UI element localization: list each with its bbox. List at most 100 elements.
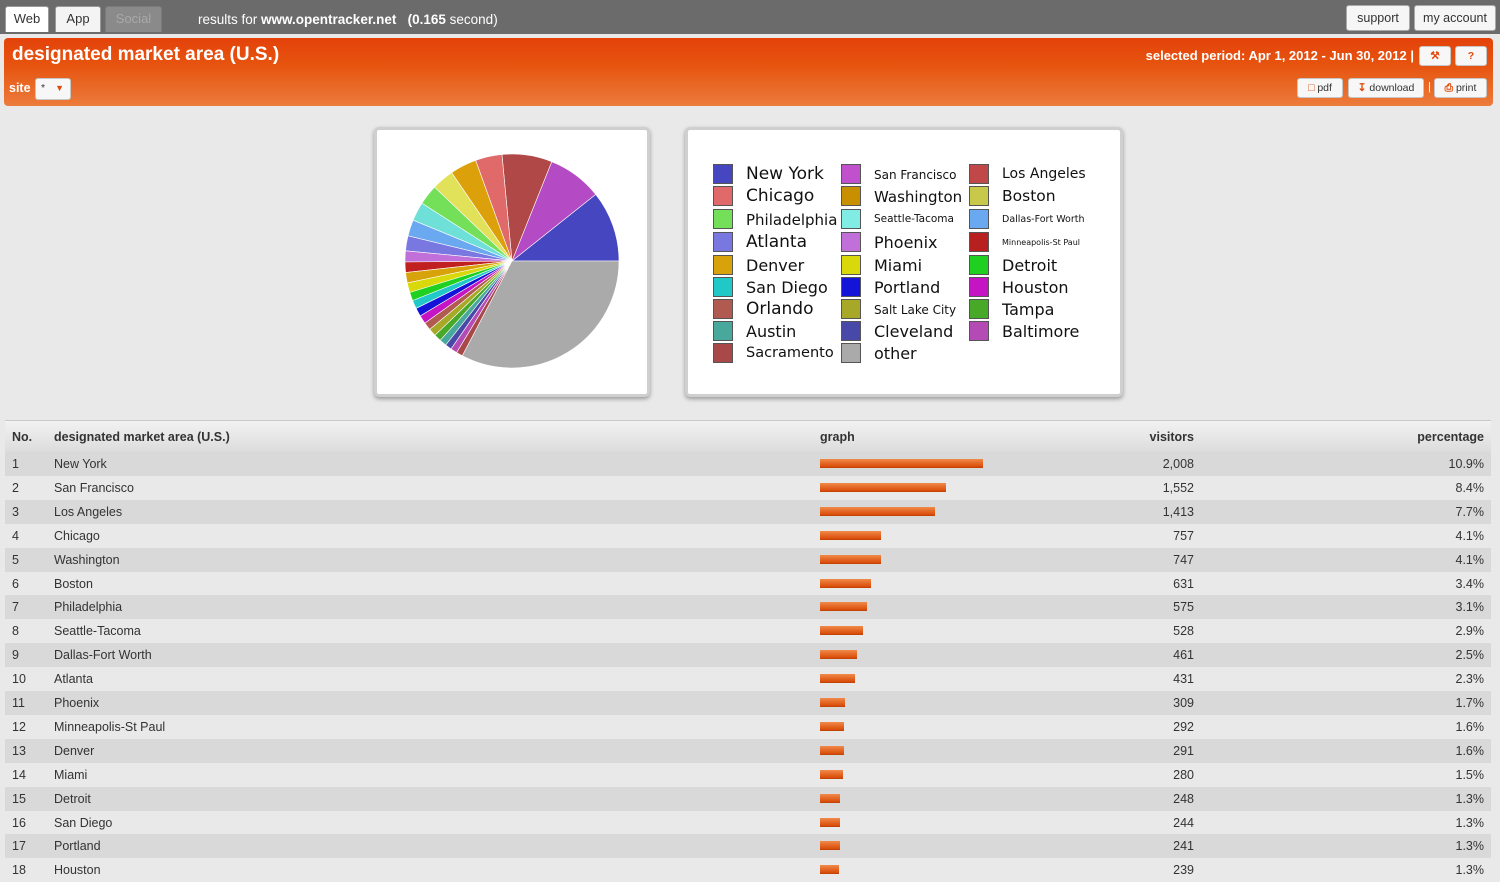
table-row[interactable]: 4 Chicago 757 4.1% bbox=[5, 523, 1491, 548]
help-button[interactable]: ? bbox=[1455, 46, 1487, 66]
row-visitors: 309 bbox=[1173, 696, 1194, 710]
row-visitors: 244 bbox=[1173, 815, 1194, 830]
legend-swatch-tampa bbox=[969, 299, 989, 319]
legend-swatch-atlanta bbox=[713, 232, 733, 252]
table-row[interactable]: 3 Los Angeles 1,413 7.7% bbox=[5, 499, 1491, 524]
site-label: site bbox=[9, 81, 31, 95]
row-number: 3 bbox=[12, 504, 19, 519]
legend-swatch-denver bbox=[713, 255, 733, 275]
legend-swatch-chicago bbox=[713, 186, 733, 206]
legend-label-austin: Austin bbox=[746, 322, 797, 342]
row-visitors: 528 bbox=[1173, 624, 1194, 639]
pie-chart-card bbox=[374, 127, 650, 397]
row-percentage: 1.6% bbox=[1455, 719, 1485, 734]
table-row[interactable]: 8 Seattle-Tacoma 528 2.9% bbox=[5, 619, 1491, 644]
table-header: No. designated market area (U.S.) graph … bbox=[5, 420, 1491, 453]
table-row[interactable]: 10 Atlanta 431 2.3% bbox=[5, 667, 1491, 692]
row-number: 9 bbox=[12, 648, 19, 663]
legend-swatch-boston bbox=[969, 186, 989, 206]
table-row[interactable]: 17 Portland 241 1.3% bbox=[5, 834, 1491, 859]
row-number: 2 bbox=[12, 480, 19, 495]
row-graph-bar bbox=[820, 626, 863, 636]
legend-label-houston: Houston bbox=[1002, 278, 1069, 298]
row-area: San Francisco bbox=[54, 480, 134, 495]
row-visitors: 239 bbox=[1173, 863, 1194, 878]
table-row[interactable]: 13 Denver 291 1.6% bbox=[5, 738, 1491, 763]
results-prefix: results for bbox=[198, 12, 258, 27]
table-row[interactable]: 12 Minneapolis-St Paul 292 1.6% bbox=[5, 714, 1491, 739]
table-row[interactable]: 2 San Francisco 1,552 8.4% bbox=[5, 475, 1491, 500]
results-time: (0.165 bbox=[407, 12, 446, 27]
tab-app[interactable]: App bbox=[55, 6, 101, 32]
table-row[interactable]: 5 Washington 747 4.1% bbox=[5, 547, 1491, 572]
row-number: 16 bbox=[12, 815, 26, 830]
legend-swatch-philadelphia bbox=[713, 209, 733, 229]
legend-swatch-washington bbox=[841, 186, 861, 206]
table-row[interactable]: 6 Boston 631 3.4% bbox=[5, 571, 1491, 596]
row-area: New York bbox=[54, 457, 107, 471]
row-area: Atlanta bbox=[54, 672, 93, 687]
row-number: 10 bbox=[12, 672, 26, 687]
row-visitors: 1,413 bbox=[1162, 504, 1194, 519]
results-time-suffix: second) bbox=[449, 12, 498, 27]
legend-label-orlando: Orlando bbox=[746, 299, 814, 320]
legend-swatch-san-diego bbox=[713, 277, 733, 297]
legend-label-san-francisco: San Francisco bbox=[874, 167, 957, 182]
table-row[interactable]: 9 Dallas-Fort Worth 461 2.5% bbox=[5, 643, 1491, 668]
selected-period: selected period: Apr 1, 2012 - Jun 30, 2… bbox=[1146, 48, 1414, 63]
legend-label-boston: Boston bbox=[1002, 187, 1056, 206]
row-percentage: 2.3% bbox=[1455, 672, 1485, 687]
pie-chart bbox=[404, 153, 620, 369]
row-graph-bar bbox=[820, 769, 843, 779]
top-bar: Web App Social results for www.opentrack… bbox=[0, 0, 1500, 34]
legend-swatch-baltimore bbox=[969, 321, 989, 341]
legend-label-miami: Miami bbox=[874, 256, 923, 276]
row-number: 12 bbox=[12, 719, 26, 734]
row-area: San Diego bbox=[54, 815, 113, 830]
table-row[interactable]: 1 New York 2,008 10.9% bbox=[5, 452, 1491, 476]
row-graph-bar bbox=[820, 793, 840, 803]
legend-label-minneapolis-st-paul: Minneapolis-St Paul bbox=[1002, 238, 1080, 248]
download-button[interactable]: ↧ download bbox=[1348, 78, 1424, 98]
row-percentage: 3.4% bbox=[1455, 576, 1485, 591]
row-visitors: 291 bbox=[1173, 743, 1194, 758]
wrench-icon: ⚒ bbox=[1430, 50, 1440, 62]
page-title: designated market area (U.S.) bbox=[12, 44, 280, 65]
row-percentage: 2.5% bbox=[1455, 648, 1485, 663]
print-button[interactable]: ⎙ print bbox=[1434, 78, 1487, 98]
table-row[interactable]: 15 Detroit 248 1.3% bbox=[5, 786, 1491, 811]
table-row[interactable]: 14 Miami 280 1.5% bbox=[5, 762, 1491, 787]
my-account-button[interactable]: my account bbox=[1414, 5, 1496, 31]
legend-label-chicago: Chicago bbox=[746, 186, 815, 207]
row-area: Boston bbox=[54, 576, 93, 591]
row-graph-bar bbox=[820, 506, 935, 516]
row-percentage: 8.4% bbox=[1455, 480, 1485, 495]
table-row[interactable]: 7 Philadelphia 575 3.1% bbox=[5, 595, 1491, 620]
table-row[interactable]: 16 San Diego 244 1.3% bbox=[5, 810, 1491, 835]
table-row[interactable]: 18 Houston 239 1.3% bbox=[5, 858, 1491, 882]
row-percentage: 1.3% bbox=[1455, 815, 1485, 830]
row-percentage: 4.1% bbox=[1455, 552, 1485, 567]
header-graph: graph bbox=[820, 430, 855, 444]
tab-web[interactable]: Web bbox=[5, 6, 49, 32]
legend-label-san-diego: San Diego bbox=[746, 278, 828, 298]
legend-swatch-miami bbox=[841, 255, 861, 275]
pdf-button[interactable]: □ pdf bbox=[1297, 78, 1343, 98]
legend-swatch-minneapolis-st-paul bbox=[969, 232, 989, 252]
row-graph-bar bbox=[820, 698, 845, 707]
data-table: No. designated market area (U.S.) graph … bbox=[5, 420, 1491, 882]
row-area: Philadelphia bbox=[54, 600, 123, 615]
row-visitors: 431 bbox=[1173, 672, 1194, 687]
tab-social: Social bbox=[105, 6, 162, 32]
support-button[interactable]: support bbox=[1346, 5, 1410, 31]
row-visitors: 280 bbox=[1173, 767, 1194, 782]
site-select[interactable]: * ▼ bbox=[35, 78, 71, 100]
legend-swatch-los-angeles bbox=[969, 164, 989, 184]
download-label: download bbox=[1369, 82, 1415, 94]
row-number: 1 bbox=[12, 457, 19, 471]
period-value: Apr 1, 2012 - Jun 30, 2012 bbox=[1248, 48, 1407, 63]
settings-button[interactable]: ⚒ bbox=[1419, 46, 1451, 66]
row-graph-bar bbox=[820, 578, 871, 588]
table-row[interactable]: 11 Phoenix 309 1.7% bbox=[5, 691, 1491, 715]
period-separator: | bbox=[1410, 48, 1414, 63]
